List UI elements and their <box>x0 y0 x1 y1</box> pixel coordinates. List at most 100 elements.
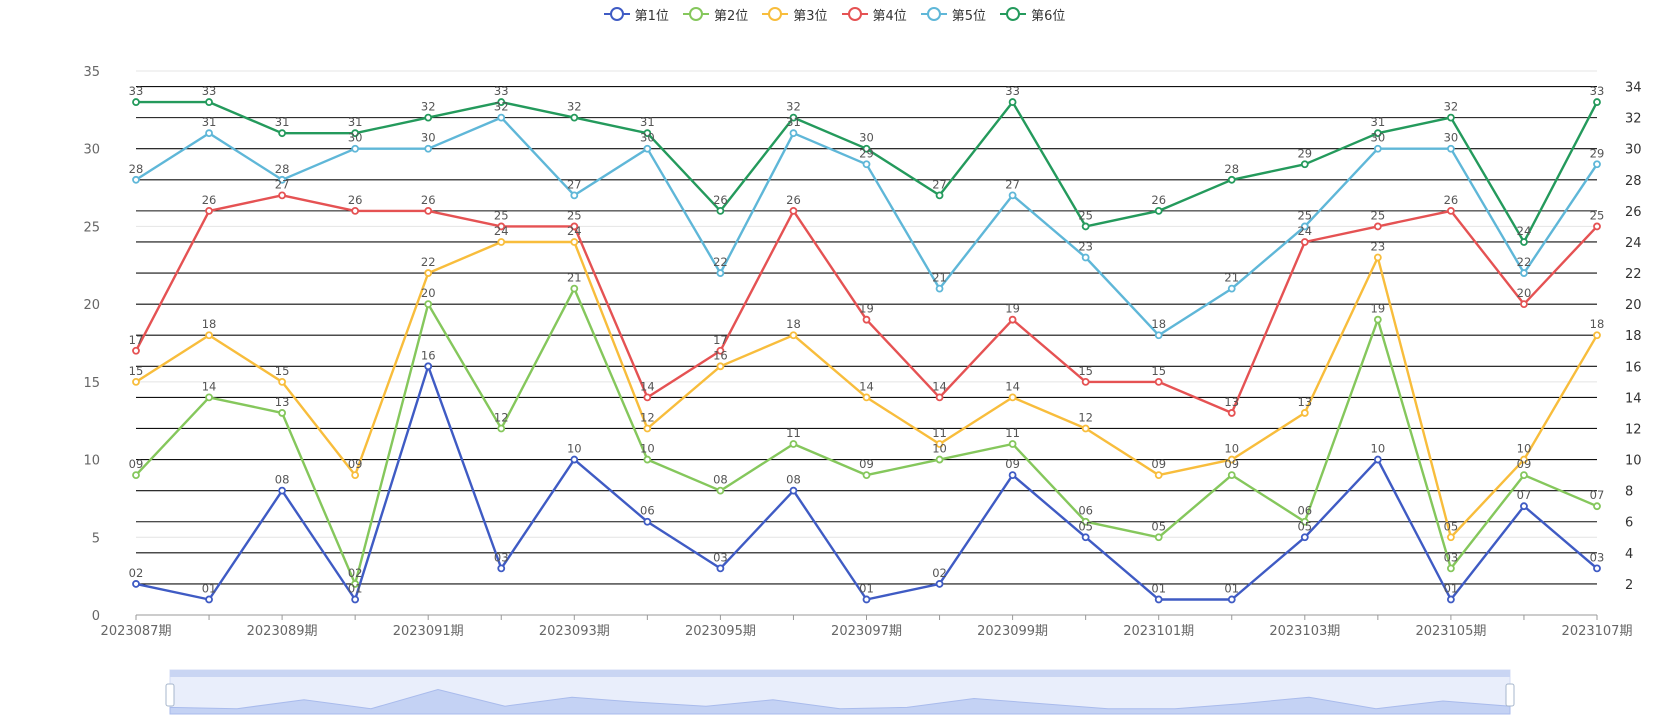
data-point[interactable] <box>132 175 140 184</box>
data-point[interactable] <box>205 393 213 402</box>
data-point[interactable] <box>1154 331 1163 340</box>
legend-item-1[interactable]: 第1位 <box>603 5 669 24</box>
data-point[interactable] <box>497 424 506 433</box>
legend-item-2[interactable]: 第2位 <box>682 5 748 24</box>
data-point[interactable] <box>351 471 360 480</box>
data-point[interactable] <box>1154 595 1163 604</box>
data-point[interactable] <box>1008 191 1017 200</box>
data-point[interactable] <box>278 191 287 200</box>
data-point[interactable] <box>716 269 725 277</box>
data-point[interactable] <box>1593 160 1601 169</box>
data-point[interactable] <box>424 269 433 277</box>
data-point[interactable] <box>1447 564 1455 573</box>
legend-item-5[interactable]: 第5位 <box>920 5 986 24</box>
data-point[interactable] <box>1300 533 1309 542</box>
data-point[interactable] <box>1008 315 1017 324</box>
data-point[interactable] <box>643 393 652 402</box>
data-point[interactable] <box>643 517 652 526</box>
data-point[interactable] <box>789 206 798 215</box>
data-point[interactable] <box>1227 284 1236 293</box>
data-point[interactable] <box>205 206 213 215</box>
data-point[interactable] <box>424 144 433 153</box>
data-point[interactable] <box>862 160 871 169</box>
data-point[interactable] <box>351 595 360 604</box>
data-point[interactable] <box>935 393 944 402</box>
data-point[interactable] <box>1227 409 1236 417</box>
data-point[interactable] <box>1154 533 1163 542</box>
data-point[interactable] <box>1154 471 1163 480</box>
data-point[interactable] <box>716 362 725 371</box>
data-point[interactable] <box>570 455 579 464</box>
data-point[interactable] <box>1081 377 1090 386</box>
data-point[interactable] <box>862 595 871 604</box>
data-point[interactable] <box>1154 377 1163 386</box>
data-point[interactable] <box>132 98 140 106</box>
data-point[interactable] <box>351 206 360 215</box>
data-point[interactable] <box>424 206 433 215</box>
data-point[interactable] <box>935 284 944 293</box>
data-point[interactable] <box>1593 222 1601 231</box>
data-point[interactable] <box>1008 471 1017 480</box>
data-point[interactable] <box>570 222 579 231</box>
data-point[interactable] <box>278 409 287 417</box>
data-point[interactable] <box>570 284 579 293</box>
data-point[interactable] <box>570 113 579 122</box>
data-point[interactable] <box>1081 424 1090 433</box>
data-point[interactable] <box>570 191 579 200</box>
data-point[interactable] <box>1447 144 1455 153</box>
data-point[interactable] <box>1227 175 1236 184</box>
data-point[interactable] <box>1300 238 1309 246</box>
data-point[interactable] <box>1593 564 1601 573</box>
data-point[interactable] <box>716 206 725 215</box>
legend-item-4[interactable]: 第4位 <box>841 5 907 24</box>
data-point[interactable] <box>1520 455 1528 464</box>
data-point[interactable] <box>1081 253 1090 262</box>
data-point[interactable] <box>1520 502 1528 511</box>
data-point[interactable] <box>1593 502 1601 511</box>
data-point[interactable] <box>643 424 652 433</box>
data-point[interactable] <box>1447 595 1455 604</box>
data-point[interactable] <box>1447 533 1455 542</box>
legend-item-3[interactable]: 第3位 <box>762 5 828 24</box>
data-point[interactable] <box>643 455 652 464</box>
data-point[interactable] <box>716 486 725 495</box>
data-point[interactable] <box>1081 222 1090 231</box>
data-point[interactable] <box>205 129 213 138</box>
data-point[interactable] <box>132 377 140 386</box>
data-point[interactable] <box>278 377 287 386</box>
data-point[interactable] <box>1300 409 1309 417</box>
data-point[interactable] <box>1593 331 1601 340</box>
data-point[interactable] <box>424 113 433 122</box>
data-point[interactable] <box>351 580 360 588</box>
data-point[interactable] <box>935 440 944 448</box>
zoom-right-handle[interactable] <box>1505 683 1515 707</box>
data-point[interactable] <box>497 238 506 246</box>
data-zoom-slider[interactable] <box>165 669 1515 715</box>
data-point[interactable] <box>1373 455 1382 464</box>
data-point[interactable] <box>789 440 798 448</box>
data-point[interactable] <box>1373 222 1382 231</box>
data-point[interactable] <box>351 129 360 138</box>
data-point[interactable] <box>789 129 798 138</box>
data-point[interactable] <box>424 300 433 309</box>
data-point[interactable] <box>278 486 287 495</box>
data-point[interactable] <box>935 580 944 588</box>
data-point[interactable] <box>935 455 944 464</box>
data-point[interactable] <box>1373 144 1382 153</box>
data-point[interactable] <box>205 595 213 604</box>
data-point[interactable] <box>278 129 287 138</box>
data-point[interactable] <box>1227 471 1236 480</box>
data-point[interactable] <box>1081 517 1090 526</box>
data-point[interactable] <box>205 331 213 340</box>
data-point[interactable] <box>862 315 871 324</box>
data-point[interactable] <box>1008 98 1017 106</box>
data-point[interactable] <box>1593 98 1601 106</box>
data-point[interactable] <box>1081 533 1090 542</box>
data-point[interactable] <box>205 98 213 106</box>
data-point[interactable] <box>497 222 506 231</box>
data-point[interactable] <box>132 346 140 355</box>
data-point[interactable] <box>643 144 652 153</box>
data-point[interactable] <box>862 144 871 153</box>
data-point[interactable] <box>497 113 506 122</box>
legend-item-6[interactable]: 第6位 <box>1000 5 1065 24</box>
